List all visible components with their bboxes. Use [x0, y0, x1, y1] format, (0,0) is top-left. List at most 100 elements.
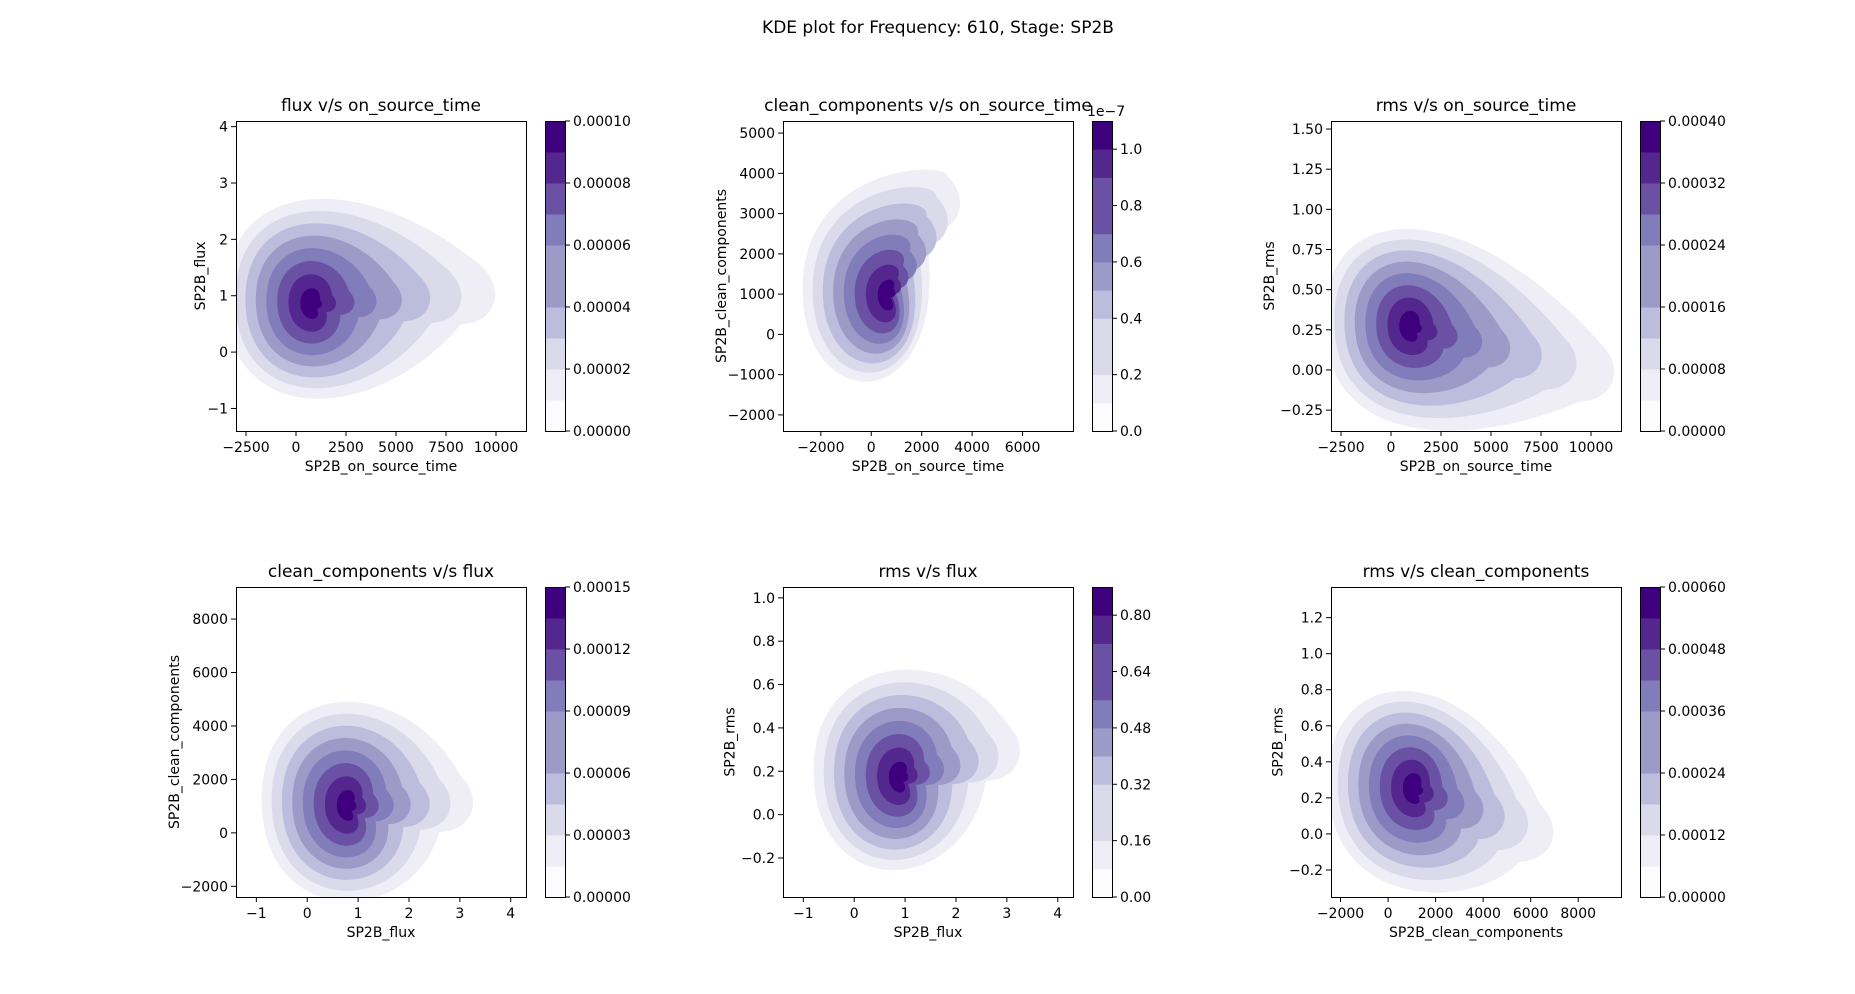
colorbar-tick-label: 0.6	[1120, 255, 1142, 271]
colorbar-tick-label: 0.00000	[573, 424, 631, 440]
colorbar-segment	[1640, 711, 1660, 743]
colorbar-tick-label: 0.16	[1120, 834, 1151, 850]
colorbar-tick-label: 0.00000	[573, 890, 631, 906]
colorbar-tick-label: 0.0	[1120, 424, 1142, 440]
colorbar-segment	[545, 152, 565, 184]
plot-area	[1331, 690, 1554, 893]
density-level	[877, 279, 896, 311]
colorbar-segment	[1092, 699, 1112, 729]
y-tick-label: 4000	[739, 166, 775, 182]
x-tick-label: 5000	[378, 440, 414, 456]
colorbar-offset-text: 1e−7	[1087, 104, 1125, 120]
x-tick-label: 2000	[904, 440, 940, 456]
y-tick-label: 0	[219, 826, 228, 842]
x-tick-label: 2000	[1418, 906, 1454, 922]
colorbar-tick-label: 0.00032	[1668, 176, 1726, 192]
axes-frame	[236, 587, 527, 898]
colorbar-segment	[1092, 812, 1112, 842]
x-tick-label: 4000	[1465, 906, 1501, 922]
colorbar-segment	[1092, 643, 1112, 673]
colorbar-tick-label: 0.2	[1120, 368, 1142, 384]
x-tick-label: 3	[455, 906, 464, 922]
y-tick-label: 1.00	[1292, 202, 1323, 218]
colorbar-segment	[1092, 290, 1112, 319]
panel-title: rms v/s on_source_time	[1376, 96, 1577, 116]
plot-area	[813, 669, 1021, 871]
x-tick-label: 4000	[954, 440, 990, 456]
colorbar-segment	[545, 742, 565, 774]
axes-frame	[1331, 121, 1622, 432]
colorbar-segment	[1640, 369, 1660, 401]
colorbar-segment	[1640, 773, 1660, 805]
colorbar-segment	[1640, 742, 1660, 774]
colorbar-segment	[545, 680, 565, 712]
colorbar-segment	[1640, 866, 1660, 898]
y-tick-label: 0.00	[1292, 363, 1323, 379]
density-level	[336, 790, 357, 821]
x-tick-label: 2	[952, 906, 961, 922]
colorbar-segment	[1640, 307, 1660, 339]
colorbar-segment	[545, 338, 565, 370]
colorbar-tick-label: 0.00	[1120, 890, 1151, 906]
y-tick-label: 3	[219, 176, 228, 192]
colorbar-segment	[545, 804, 565, 836]
colorbar-frame	[1092, 121, 1113, 432]
colorbar-tick-label: 0.8	[1120, 199, 1142, 215]
x-tick-label: −1	[793, 906, 814, 922]
plot-area	[261, 701, 474, 897]
colorbar-tick-label: 0.00006	[573, 766, 631, 782]
y-tick-label: 1.0	[753, 591, 775, 607]
x-tick-label: 10000	[1569, 440, 1614, 456]
x-tick-label: 7500	[1523, 440, 1559, 456]
figure-title: KDE plot for Frequency: 610, Stage: SP2B	[762, 18, 1114, 38]
plot-area	[236, 199, 496, 399]
y-tick-label: 0.6	[1301, 719, 1323, 735]
y-tick-label: 4	[219, 120, 228, 136]
y-tick-label: −0.2	[741, 851, 775, 867]
colorbar-tick-label: 0.00036	[1668, 704, 1726, 720]
colorbar-segment	[545, 649, 565, 681]
colorbar-segment	[1640, 680, 1660, 712]
colorbar-segment	[545, 183, 565, 215]
colorbar-segment	[545, 711, 565, 743]
colorbar-frame	[1640, 121, 1661, 432]
y-tick-label: 0.4	[1301, 755, 1323, 771]
y-tick-label: 0.2	[753, 764, 775, 780]
colorbar-segment	[1092, 177, 1112, 207]
density-level	[1399, 310, 1422, 342]
colorbar-segment	[1092, 233, 1112, 263]
x-axis-label: SP2B_clean_components	[1389, 925, 1563, 941]
x-tick-label: 5000	[1473, 440, 1509, 456]
colorbar-tick-label: 0.00006	[573, 238, 631, 254]
colorbar-segment	[545, 835, 565, 867]
y-tick-label: 0.50	[1292, 283, 1323, 299]
x-tick-label: 0	[867, 440, 876, 456]
x-tick-label: 10000	[474, 440, 519, 456]
colorbar-tick-label: 0.48	[1120, 721, 1151, 737]
kde-panel: rms v/s clean_components −2000 0 2000 4000 60…	[1271, 562, 1726, 941]
y-axis-label: SP2B_rms	[1262, 241, 1278, 310]
x-tick-label: 7500	[428, 440, 464, 456]
colorbar-segment	[1092, 756, 1112, 785]
colorbar-tick-label: 0.00010	[573, 114, 631, 130]
kde-panel: flux v/s on_source_time −2500 0 2500 5000 750…	[193, 96, 631, 475]
colorbar-tick-label: 0.00060	[1668, 580, 1726, 596]
colorbar-segment	[1640, 618, 1660, 650]
colorbar-tick-label: 0.64	[1120, 665, 1151, 681]
panel-title: clean_components v/s on_source_time	[764, 96, 1092, 116]
panel-title: clean_components v/s flux	[268, 562, 494, 582]
x-tick-label: −2500	[1317, 440, 1364, 456]
x-axis-label: SP2B_flux	[347, 925, 416, 941]
colorbar-segment	[1092, 868, 1112, 898]
y-tick-label: −0.25	[1280, 403, 1323, 419]
colorbar-segment	[1092, 374, 1112, 404]
y-tick-label: 2000	[192, 772, 228, 788]
y-tick-label: 0	[219, 345, 228, 361]
y-axis-label: SP2B_rms	[1271, 707, 1287, 776]
x-tick-label: 0	[850, 906, 859, 922]
density-level	[1402, 773, 1424, 804]
y-tick-label: −0.2	[1289, 863, 1323, 879]
kde-panel: clean_components v/s flux −1 0 1 2 3 4 −2000 0 20…	[167, 562, 631, 941]
colorbar-tick-label: 0.00002	[573, 362, 631, 378]
